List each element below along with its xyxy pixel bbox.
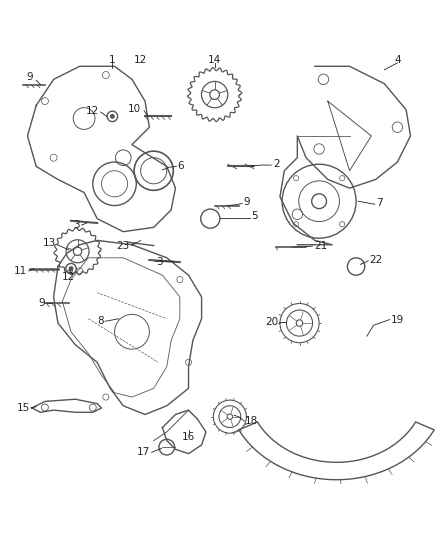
Circle shape xyxy=(111,115,114,118)
Text: 16: 16 xyxy=(182,432,195,442)
Text: 20: 20 xyxy=(265,317,278,327)
Text: 6: 6 xyxy=(178,161,184,172)
Text: 7: 7 xyxy=(377,198,383,208)
Text: 3: 3 xyxy=(73,220,80,230)
Text: 17: 17 xyxy=(137,447,150,457)
Text: 11: 11 xyxy=(14,266,28,276)
Text: 12: 12 xyxy=(62,272,75,282)
Circle shape xyxy=(69,267,73,270)
Text: 3: 3 xyxy=(156,257,162,267)
Text: 19: 19 xyxy=(391,314,404,325)
Text: 23: 23 xyxy=(117,240,130,251)
Text: 9: 9 xyxy=(26,72,33,82)
Text: 2: 2 xyxy=(273,159,280,169)
Text: 15: 15 xyxy=(17,403,30,413)
Text: 18: 18 xyxy=(245,416,258,426)
Text: 9: 9 xyxy=(38,297,45,308)
Text: 9: 9 xyxy=(243,197,250,207)
Text: 12: 12 xyxy=(86,106,99,116)
Text: 13: 13 xyxy=(42,238,56,248)
Text: 10: 10 xyxy=(127,104,141,114)
Text: 8: 8 xyxy=(97,316,104,326)
Text: 5: 5 xyxy=(252,212,258,221)
Text: 22: 22 xyxy=(369,255,382,265)
Text: 4: 4 xyxy=(394,55,401,65)
Text: 1: 1 xyxy=(109,55,116,65)
Text: 14: 14 xyxy=(208,55,221,65)
Text: 21: 21 xyxy=(314,240,327,251)
Text: 12: 12 xyxy=(134,55,147,65)
